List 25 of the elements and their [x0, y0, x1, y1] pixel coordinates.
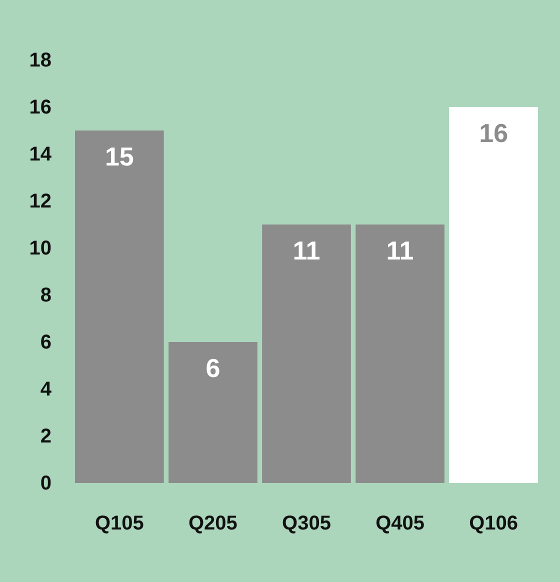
- bar: [75, 130, 164, 483]
- x-tick-label: Q106: [469, 512, 518, 534]
- y-tick-label: 8: [40, 284, 52, 306]
- bar: [168, 342, 258, 483]
- y-tick-label: 16: [29, 96, 52, 118]
- y-tick-label: 14: [29, 144, 52, 166]
- data-label: 6: [206, 353, 220, 383]
- y-tick-label: 6: [40, 332, 52, 354]
- bar: [449, 107, 538, 483]
- y-tick-label: 18: [29, 50, 52, 72]
- x-tick-label: Q205: [188, 512, 238, 534]
- data-label: 11: [386, 236, 414, 266]
- y-tick-label: 0: [40, 472, 52, 494]
- y-tick-label: 12: [29, 190, 52, 212]
- y-tick-label: 2: [40, 426, 52, 448]
- y-tick-label: 10: [29, 238, 52, 260]
- x-tick-label: Q405: [376, 512, 425, 534]
- bar: [262, 224, 351, 483]
- y-tick-label: 4: [40, 378, 52, 400]
- bar: [356, 224, 444, 483]
- x-tick-label: Q105: [94, 512, 144, 534]
- x-tick-label: Q305: [282, 512, 331, 534]
- data-label: 16: [479, 118, 508, 148]
- data-label: 15: [104, 142, 134, 172]
- data-label: 11: [292, 236, 320, 266]
